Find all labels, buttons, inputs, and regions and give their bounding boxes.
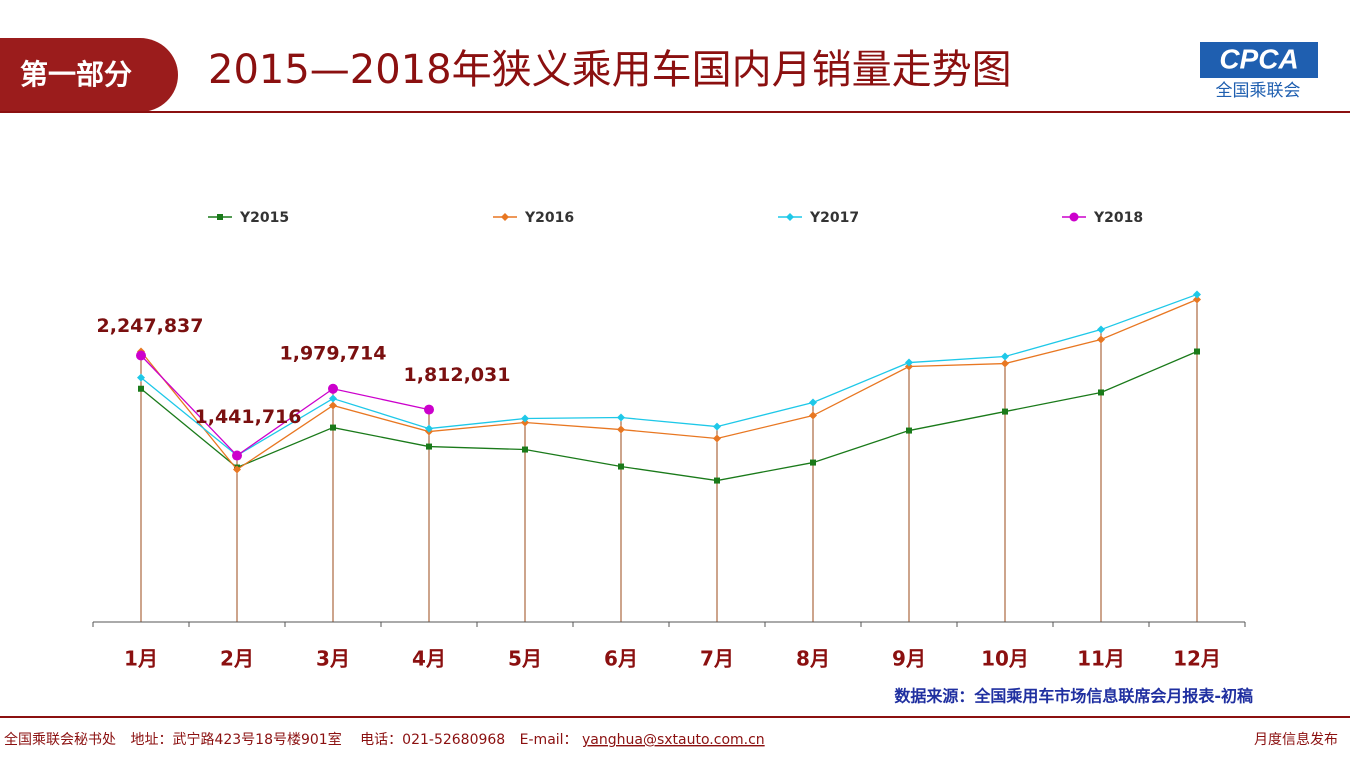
footer-phone: 电话：021-52680968 [360,732,505,748]
data-label: 2,247,837 [97,315,204,337]
series-line [140,350,1198,482]
point [1001,359,1009,368]
point [424,404,434,415]
point [1193,290,1201,299]
point [1069,212,1079,222]
point [713,434,721,443]
point [138,385,144,392]
point [521,414,529,423]
x-tick-label: 1月 [124,647,158,671]
x-tick-label: 2月 [220,647,254,671]
point [786,213,794,221]
x-tick-label: 9月 [892,647,926,671]
point [810,459,816,466]
point [617,413,625,422]
legend-label: Y2015 [239,210,289,226]
legend-label: Y2018 [1093,210,1143,226]
legend-label: Y2017 [809,210,859,226]
point [426,443,432,450]
chart-title: 2015—2018年狭义乘用车国内月销量走势图 [208,47,1012,93]
point [1097,325,1105,334]
point [905,358,913,367]
point [809,411,817,420]
point [1002,408,1008,415]
point [232,450,242,461]
logo-subtext: 全国乘联会 [1216,81,1301,101]
legend-label: Y2016 [524,210,574,226]
point [136,350,146,361]
point [501,213,509,221]
point [522,446,528,453]
point [233,465,241,474]
series-line [140,293,1198,457]
x-tick-label: 12月 [1173,647,1221,671]
x-tick-label: 6月 [604,647,638,671]
x-tick-label: 8月 [796,647,830,671]
point [1194,348,1200,355]
point [713,422,721,431]
x-tick-label: 3月 [316,647,350,671]
logo-text: CPCA [1219,43,1298,74]
x-tick-label: 7月 [700,647,734,671]
point [618,463,624,470]
footer-email-label: E-mail： [520,732,578,748]
data-label: 1,812,031 [404,364,511,386]
section-tab [0,38,178,112]
data-label: 1,979,714 [280,342,387,364]
point [425,424,433,433]
point [1098,389,1104,396]
x-tick-label: 4月 [412,647,446,671]
data-label: 1,441,716 [195,406,302,428]
point [217,214,223,220]
footer-email[interactable]: yanghua@sxtauto.com.cn [582,732,765,748]
x-tick-label: 11月 [1077,647,1125,671]
x-tick-label: 5月 [508,647,542,671]
point [1001,352,1009,361]
footer-text: 全国乘联会秘书处 地址：武宁路423号18号楼901室 电话：021-52680… [4,731,765,748]
footer-org: 全国乘联会秘书处 [4,731,116,748]
footer-address: 地址：武宁路423号18号楼901室 [130,731,341,748]
point [1193,295,1201,304]
point [617,425,625,434]
point [330,424,336,431]
series-line [140,298,1198,471]
point [329,394,337,403]
section-label: 第一部分 [20,58,132,91]
point [137,373,145,382]
logo-box [1200,42,1318,78]
x-tick-label: 10月 [981,647,1029,671]
point [329,401,337,410]
series-line [140,355,430,457]
footer-right: 月度信息发布 [1254,731,1338,748]
point [714,477,720,484]
point [906,427,912,434]
point [328,383,338,394]
source-note: 数据来源：全国乘用车市场信息联席会月报表-初稿 [894,687,1253,706]
point [1097,335,1105,344]
point [809,398,817,407]
